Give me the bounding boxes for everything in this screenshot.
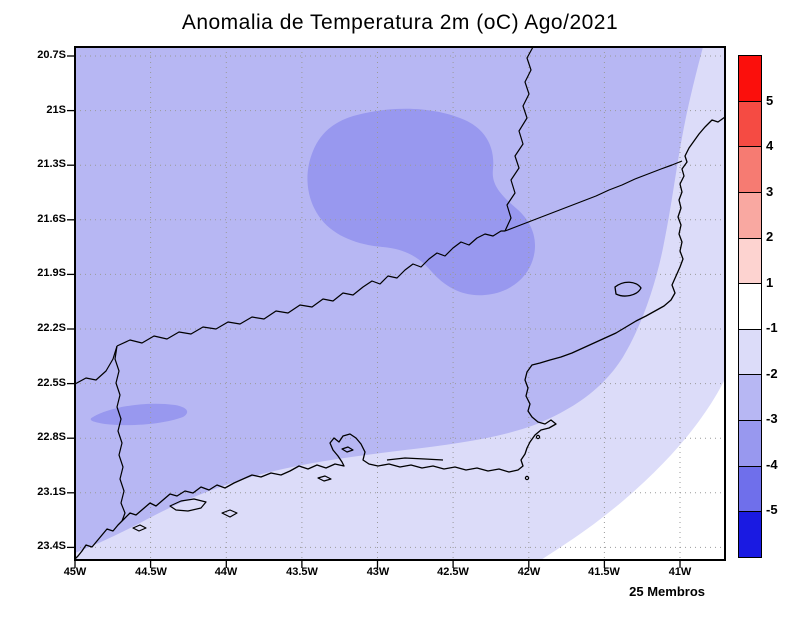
- island-outline: [132, 524, 147, 532]
- x-axis-label: 44W: [214, 566, 238, 578]
- colorbar-segment: [739, 283, 761, 329]
- y-axis-label: 20.7S: [37, 49, 66, 61]
- plot-title: Anomalia de Temperatura 2m (oC) Ago/2021: [181, 11, 619, 34]
- border-to-top: [504, 46, 534, 232]
- x-axis-label: 44.5W: [135, 566, 167, 578]
- colorbar-segment: [739, 191, 761, 238]
- border-northeast: [504, 160, 683, 232]
- x-axis-label: 45W: [63, 566, 87, 578]
- colorbar-segment: [739, 237, 761, 284]
- y-axis-label: 23.4S: [37, 540, 66, 552]
- colorbar-segment: [739, 146, 761, 192]
- colorbar-segment: [739, 56, 761, 101]
- colorbar-label: -5: [766, 502, 778, 517]
- colorbar-label: 4: [766, 138, 774, 153]
- lagoon-outline: [614, 281, 642, 297]
- y-axis-label: 22.5S: [37, 377, 66, 389]
- x-axis-label: 42.5W: [437, 566, 469, 578]
- coastline: [74, 116, 726, 560]
- x-axis-label: 41W: [668, 566, 692, 578]
- islet-dot: [524, 475, 530, 481]
- members-note: 25 Membros: [629, 584, 705, 599]
- colorbar-segment: [739, 511, 761, 558]
- y-axis-label: 22.8S: [37, 431, 66, 443]
- map-canvas: [67, 46, 726, 568]
- colorbar-segment: [739, 420, 761, 466]
- y-axis-label: 21.9S: [37, 267, 66, 279]
- map-plot-area: [67, 46, 726, 568]
- island-outline: [221, 509, 238, 518]
- plot-frame: [74, 46, 726, 561]
- colorbar-label: 5: [766, 93, 774, 108]
- y-axis-label: 21.3S: [37, 158, 66, 170]
- islands: [132, 434, 541, 532]
- x-axis-label: 43W: [366, 566, 390, 578]
- x-axis-label: 41.5W: [588, 566, 620, 578]
- colorbar-label: 3: [766, 184, 774, 199]
- colorbar-segment: [739, 465, 761, 512]
- colorbar-segment: [739, 100, 761, 147]
- colorbar-label: -4: [766, 457, 778, 472]
- island-outline: [341, 446, 354, 453]
- border-north: [116, 230, 505, 347]
- colorbar-label: -2: [766, 366, 778, 381]
- field-offshore-neutral-region: [541, 379, 725, 560]
- y-axis-label: 21.6S: [37, 213, 66, 225]
- field-cold-core-region: [307, 108, 536, 296]
- colorbar-label: 2: [766, 229, 774, 244]
- anomaly-field: [75, 47, 725, 560]
- border-west: [74, 345, 118, 385]
- state-borders: [74, 46, 683, 522]
- x-axis-label: 43.5W: [286, 566, 318, 578]
- y-axis-label: 23.1S: [37, 486, 66, 498]
- island-outline: [317, 475, 332, 482]
- y-axis-label: 22.2S: [37, 322, 66, 334]
- border-southwest: [114, 345, 126, 522]
- y-axis-label: 21S: [46, 104, 66, 116]
- colorbar-segment: [739, 374, 761, 421]
- island-outline: [169, 498, 207, 512]
- colorbar: [738, 55, 762, 558]
- lagoon-line: [386, 457, 444, 461]
- axis-ticks: [67, 55, 681, 568]
- colorbar-segment: [739, 328, 761, 375]
- islet-dot: [535, 434, 541, 440]
- colorbar-label: 1: [766, 275, 774, 290]
- colorbar-label: -3: [766, 411, 778, 426]
- x-axis-label: 42W: [517, 566, 541, 578]
- field-cold-streak-region: [90, 403, 188, 426]
- field-coastal-band-region: [75, 47, 725, 560]
- coastline-main: [74, 116, 726, 560]
- colorbar-label: -1: [766, 320, 778, 335]
